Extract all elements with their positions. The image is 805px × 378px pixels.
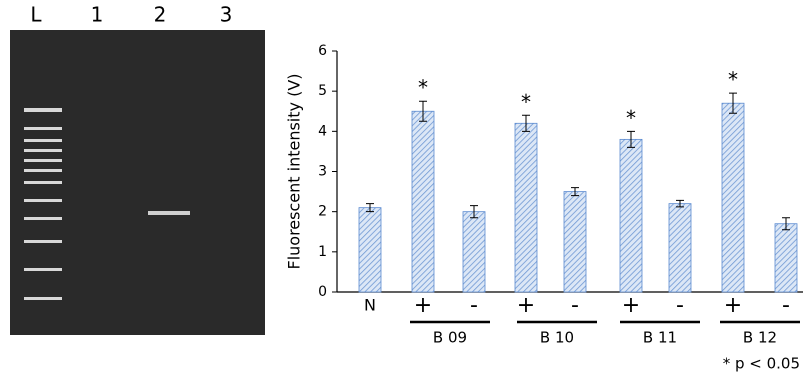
y-tick-label: 5 bbox=[318, 83, 327, 99]
bar bbox=[359, 208, 381, 292]
y-axis-title: Fluorescent intensity (V) bbox=[285, 73, 304, 269]
x-tick-label: + bbox=[414, 293, 432, 318]
y-tick-label: 3 bbox=[318, 164, 327, 180]
group-label: B 11 bbox=[643, 329, 677, 347]
group-label: B 12 bbox=[743, 329, 777, 347]
x-tick-label: - bbox=[782, 293, 790, 318]
lane-label: L bbox=[30, 3, 42, 27]
x-tick-label: + bbox=[517, 293, 535, 318]
y-tick-label: 1 bbox=[318, 244, 327, 260]
significance-marker: * bbox=[521, 90, 531, 114]
significance-marker: * bbox=[626, 106, 636, 130]
bar bbox=[620, 139, 642, 292]
bar bbox=[412, 111, 434, 292]
group-label: B 09 bbox=[433, 329, 467, 347]
bar bbox=[515, 123, 537, 292]
x-tick-label: - bbox=[571, 293, 579, 318]
significance-marker: * bbox=[728, 68, 738, 92]
lane-label: 2 bbox=[154, 3, 167, 27]
bar bbox=[722, 103, 744, 292]
bar bbox=[669, 204, 691, 292]
x-tick-label: + bbox=[622, 293, 640, 318]
x-tick-label: N bbox=[364, 296, 376, 315]
note: * p < 0.05 bbox=[723, 355, 800, 373]
x-tick-label: - bbox=[470, 293, 478, 318]
lane-label: 1 bbox=[91, 3, 104, 27]
x-tick-label: - bbox=[676, 293, 684, 318]
bar bbox=[775, 224, 797, 292]
y-tick-label: 0 bbox=[318, 284, 327, 300]
gel bbox=[10, 30, 265, 335]
bar bbox=[463, 212, 485, 292]
bar bbox=[564, 192, 586, 292]
group-label: B 10 bbox=[540, 329, 574, 347]
y-tick-label: 2 bbox=[318, 204, 327, 220]
x-tick-label: + bbox=[724, 293, 742, 318]
y-tick-label: 4 bbox=[318, 123, 327, 139]
lane-label: 3 bbox=[220, 3, 233, 27]
figure: L 1 2 3 0 1 2 3 4 5 6 Fluorescent intensity (V) N + * -… bbox=[0, 0, 805, 378]
gel-band bbox=[148, 211, 190, 215]
y-tick-label: 6 bbox=[318, 43, 327, 59]
significance-marker: * bbox=[418, 76, 428, 100]
